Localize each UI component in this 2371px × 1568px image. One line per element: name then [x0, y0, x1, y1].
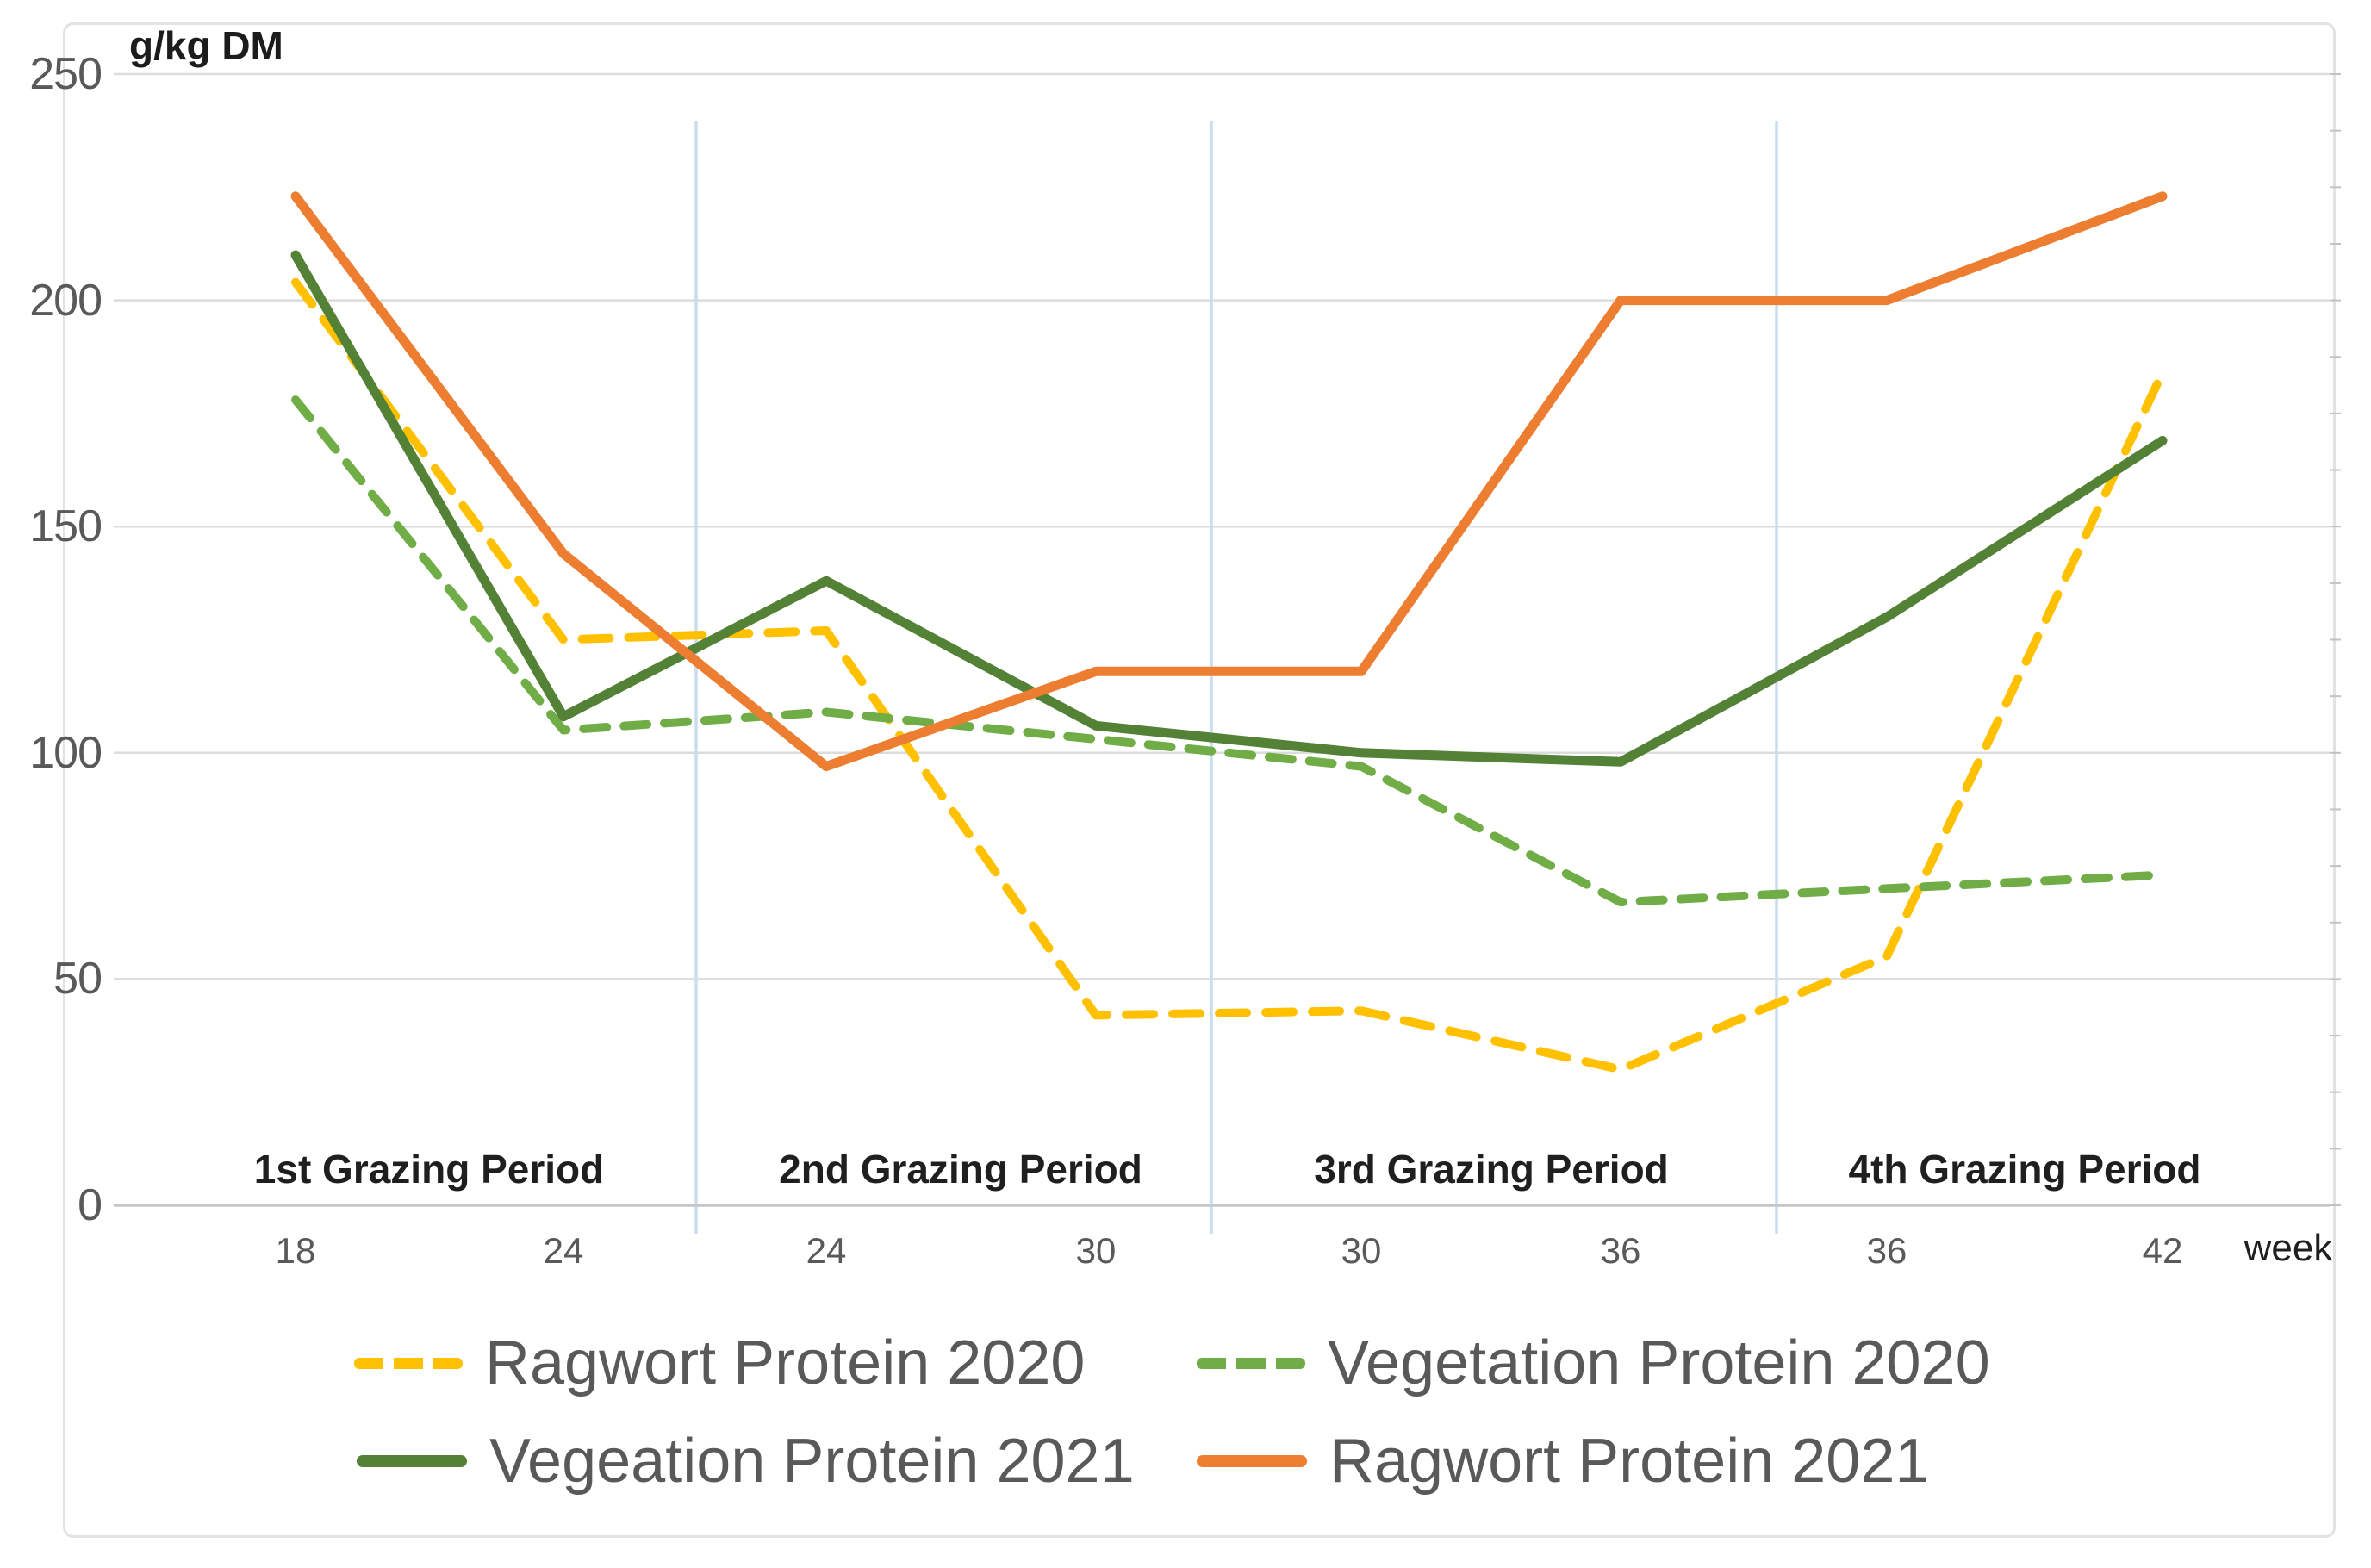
- week-label-1: 18: [275, 1230, 316, 1271]
- week-label-6: 36: [1600, 1230, 1641, 1271]
- week-label-2: 24: [543, 1230, 584, 1271]
- week-label-5: 30: [1341, 1230, 1382, 1271]
- week-label-4: 30: [1075, 1230, 1117, 1271]
- legend-item-vegetation-protein-2020: Vegetation Protein 2020: [1197, 1325, 1990, 1401]
- y-tick-label-0: 0: [78, 1180, 103, 1230]
- y-tick-label-250: 250: [29, 49, 103, 99]
- period-label-1: 1st Grazing Period: [253, 1147, 605, 1192]
- series-vegeation-protein-2021: [290, 250, 2168, 767]
- legend-swatch-dashed-line-icon: [354, 1357, 463, 1369]
- legend-label: Ragwort Protein 2020: [485, 1328, 1086, 1397]
- y-tick-label-100: 100: [29, 727, 103, 778]
- legend-swatch-solid-line-icon: [1197, 1455, 1307, 1467]
- legend-item-vegeation-protein-2021: Vegeation Protein 2021: [357, 1423, 1135, 1499]
- legend-swatch-dashed-line-icon: [1197, 1357, 1305, 1369]
- week-label-8: 42: [2142, 1230, 2183, 1271]
- legend-swatch-solid-line-icon: [357, 1455, 467, 1467]
- series-ragwort-protein-2021: [290, 191, 2168, 772]
- y-tick-label-150: 150: [29, 501, 103, 552]
- period-label-4: 4th Grazing Period: [1848, 1147, 2201, 1192]
- period-label-3: 3rd Grazing Period: [1314, 1147, 1669, 1192]
- legend-label: Vegeation Protein 2021: [489, 1427, 1135, 1496]
- y-tick-label-200: 200: [29, 275, 103, 326]
- x-axis-title: week: [2243, 1227, 2333, 1269]
- period-label-2: 2nd Grazing Period: [779, 1147, 1142, 1192]
- series-vegetation-protein-2020: [291, 395, 2167, 907]
- legend-item-ragwort-protein-2020: Ragwort Protein 2020: [354, 1325, 1085, 1401]
- legend-label: Vegetation Protein 2020: [1328, 1328, 1990, 1397]
- y-tick-label-50: 50: [53, 954, 103, 1005]
- legend-label: Ragwort Protein 2021: [1329, 1427, 1930, 1496]
- series-ragwort-protein-2020: [291, 277, 2167, 1074]
- legend-item-ragwort-protein-2021: Ragwort Protein 2021: [1197, 1423, 1929, 1499]
- week-label-3: 24: [806, 1230, 847, 1271]
- week-label-7: 36: [1866, 1230, 1907, 1271]
- y-axis-unit-label: g/kg DM: [129, 23, 283, 68]
